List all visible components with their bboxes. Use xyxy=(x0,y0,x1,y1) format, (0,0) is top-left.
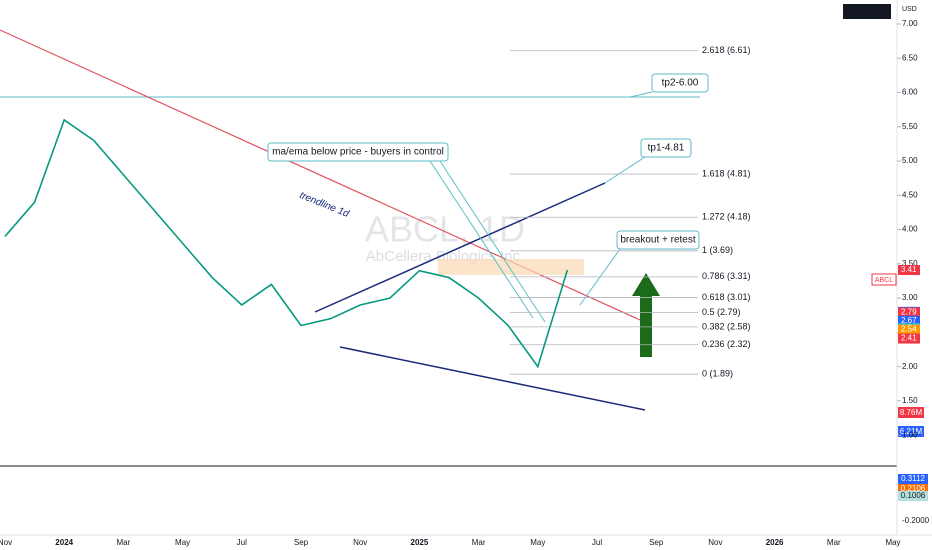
watermark-title: ABCL, 1D xyxy=(365,209,525,250)
tp1-box xyxy=(640,138,692,158)
price-tag-label: 2.41 xyxy=(901,334,917,343)
y-tick-label: 3.50 xyxy=(902,259,918,268)
y-tick-label: 5.50 xyxy=(902,122,918,131)
channel-upper xyxy=(314,182,606,313)
y-tick-label: 6.00 xyxy=(902,88,918,97)
symbol-tag-box xyxy=(871,273,897,286)
y-tick-label: 1.00 xyxy=(902,430,918,439)
header-box xyxy=(843,4,891,19)
x-tick-label: Sep xyxy=(294,538,309,547)
macd-label: 0.2106 xyxy=(901,484,926,493)
x-tick-label: 2025 xyxy=(411,538,429,547)
x-tick-label: May xyxy=(175,538,190,547)
price-line xyxy=(4,118,569,369)
fib-label: 0.236 (2.32) xyxy=(702,339,751,349)
leader xyxy=(629,91,653,98)
macd-label: 0.1006 xyxy=(901,491,926,500)
fib-label: 0.786 (3.31) xyxy=(702,271,751,281)
fib-label: 0 (1.89) xyxy=(702,369,733,379)
x-tick-label: Nov xyxy=(0,538,12,547)
x-tick-label: 2024 xyxy=(55,538,73,547)
tp2-box xyxy=(651,73,709,93)
x-tick-label: 2026 xyxy=(766,538,784,547)
x-tick-label: Mar xyxy=(827,538,841,547)
price-tag-label: 3.41 xyxy=(901,265,917,274)
y-tick-label: 7.00 xyxy=(902,19,918,28)
volume-tag: 6.21M xyxy=(900,427,923,436)
arrow-up xyxy=(632,273,660,357)
fib-label: 0.5 (2.79) xyxy=(702,307,741,317)
y-tick-label: 4.00 xyxy=(902,225,918,234)
x-tick-label: Sep xyxy=(649,538,664,547)
fib-label: 1 (3.69) xyxy=(702,245,733,255)
y-tick-label: 4.50 xyxy=(902,190,918,199)
trendline-label: trendline 1d xyxy=(298,190,351,220)
currency: USD xyxy=(902,6,917,13)
x-tick-label: Jul xyxy=(237,538,247,547)
ma-box xyxy=(267,142,449,162)
leader xyxy=(439,160,546,323)
fib-label: 2.618 (6.61) xyxy=(702,45,751,55)
fib-label: 1.272 (4.18) xyxy=(702,212,751,222)
fib-label: 0.618 (3.01) xyxy=(702,292,751,302)
channel-lower xyxy=(339,346,646,411)
x-tick-label: Nov xyxy=(353,538,367,547)
macd-tag-box xyxy=(898,484,928,494)
leader xyxy=(604,156,646,184)
y-tick-label: 6.50 xyxy=(902,53,918,62)
price-tag xyxy=(898,265,920,276)
x-tick-label: Jul xyxy=(592,538,602,547)
price-tag xyxy=(898,333,920,344)
y-tick-label: 5.00 xyxy=(902,156,918,165)
price-tag xyxy=(898,307,920,318)
macd-tag-box xyxy=(898,474,928,484)
x-tick-label: Nov xyxy=(708,538,722,547)
price-tag-label: 2.54 xyxy=(901,325,917,334)
x-tick-label: May xyxy=(530,538,545,547)
breakout-label: breakout + retest xyxy=(620,235,696,246)
tp1-label: tp1-4.81 xyxy=(648,143,685,154)
fib-label: 1.618 (4.81) xyxy=(702,168,751,178)
volume-tag: 8.76M xyxy=(900,408,923,417)
price-tag-label: 2.67 xyxy=(901,316,917,325)
price-tag xyxy=(898,324,920,335)
breakout-box xyxy=(616,230,700,250)
fib-label: 0.382 (2.58) xyxy=(702,321,751,331)
macd-label: 0.3112 xyxy=(901,474,925,483)
tp2-label: tp2-6.00 xyxy=(662,78,699,89)
x-tick-label: Mar xyxy=(117,538,131,547)
volume-tag-box xyxy=(898,407,924,418)
y-tick-label: 3.00 xyxy=(902,293,918,302)
y-tick-label: 1.50 xyxy=(902,396,918,405)
leader xyxy=(429,160,534,319)
x-tick-label: May xyxy=(885,538,900,547)
price-tag-label: 2.79 xyxy=(901,308,917,317)
volume-tag-box xyxy=(898,426,924,437)
ma-label: ma/ema below price - buyers in control xyxy=(272,147,444,158)
macd-tag-box xyxy=(898,491,928,501)
price-tag xyxy=(898,315,920,326)
x-tick-label: Mar xyxy=(472,538,486,547)
zone xyxy=(438,259,584,275)
symbol-tag: ABCL xyxy=(875,277,893,284)
macd-label: -0.2000 xyxy=(902,516,930,525)
y-tick-label: 2.00 xyxy=(902,362,918,371)
